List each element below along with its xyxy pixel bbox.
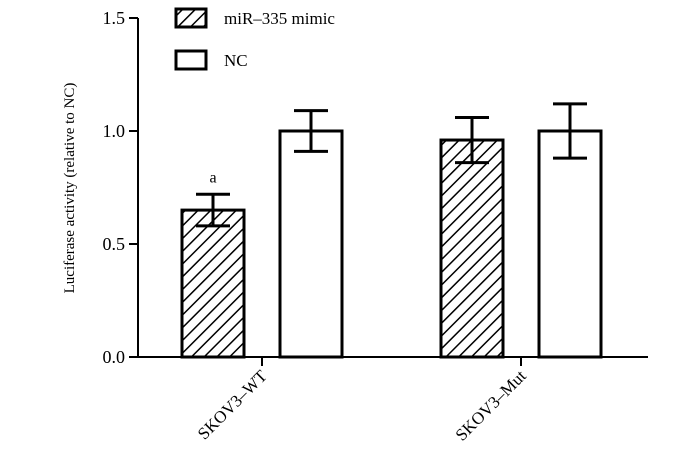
- legend-swatch: [174, 7, 208, 29]
- legend-swatch: [174, 49, 208, 71]
- x-tick-label: SKOV3–Mut: [452, 366, 530, 444]
- y-tick-label: 1.0: [103, 121, 126, 141]
- bars-group: a: [180, 102, 603, 359]
- y-tick-label: 0.0: [103, 347, 126, 367]
- legend-label: miR–335 mimic: [224, 9, 335, 28]
- y-axis-title: Luciferase activity (relative to NC): [62, 83, 78, 294]
- legend-label: NC: [224, 51, 248, 70]
- x-ticks: SKOV3–WT SKOV3–Mut: [194, 357, 530, 445]
- bar-mimic: [439, 138, 505, 359]
- y-tick-label: 1.5: [103, 8, 126, 28]
- bar-mimic: [180, 208, 246, 359]
- legend: miR–335 mimic NC: [174, 7, 335, 71]
- y-tick-label: 0.5: [103, 234, 126, 254]
- bar-nc: [537, 129, 603, 359]
- x-tick-label: SKOV3–WT: [194, 366, 271, 443]
- y-ticks: 0.0 0.5 1.0 1.5: [103, 8, 138, 367]
- significance-label: a: [209, 169, 216, 186]
- bar-nc: [278, 129, 344, 359]
